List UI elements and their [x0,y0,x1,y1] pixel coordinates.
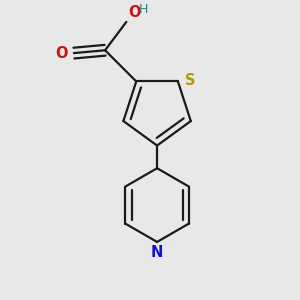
Text: N: N [151,245,163,260]
Text: O: O [128,5,140,20]
Text: S: S [185,73,196,88]
Text: O: O [56,46,68,61]
Text: H: H [139,3,148,16]
